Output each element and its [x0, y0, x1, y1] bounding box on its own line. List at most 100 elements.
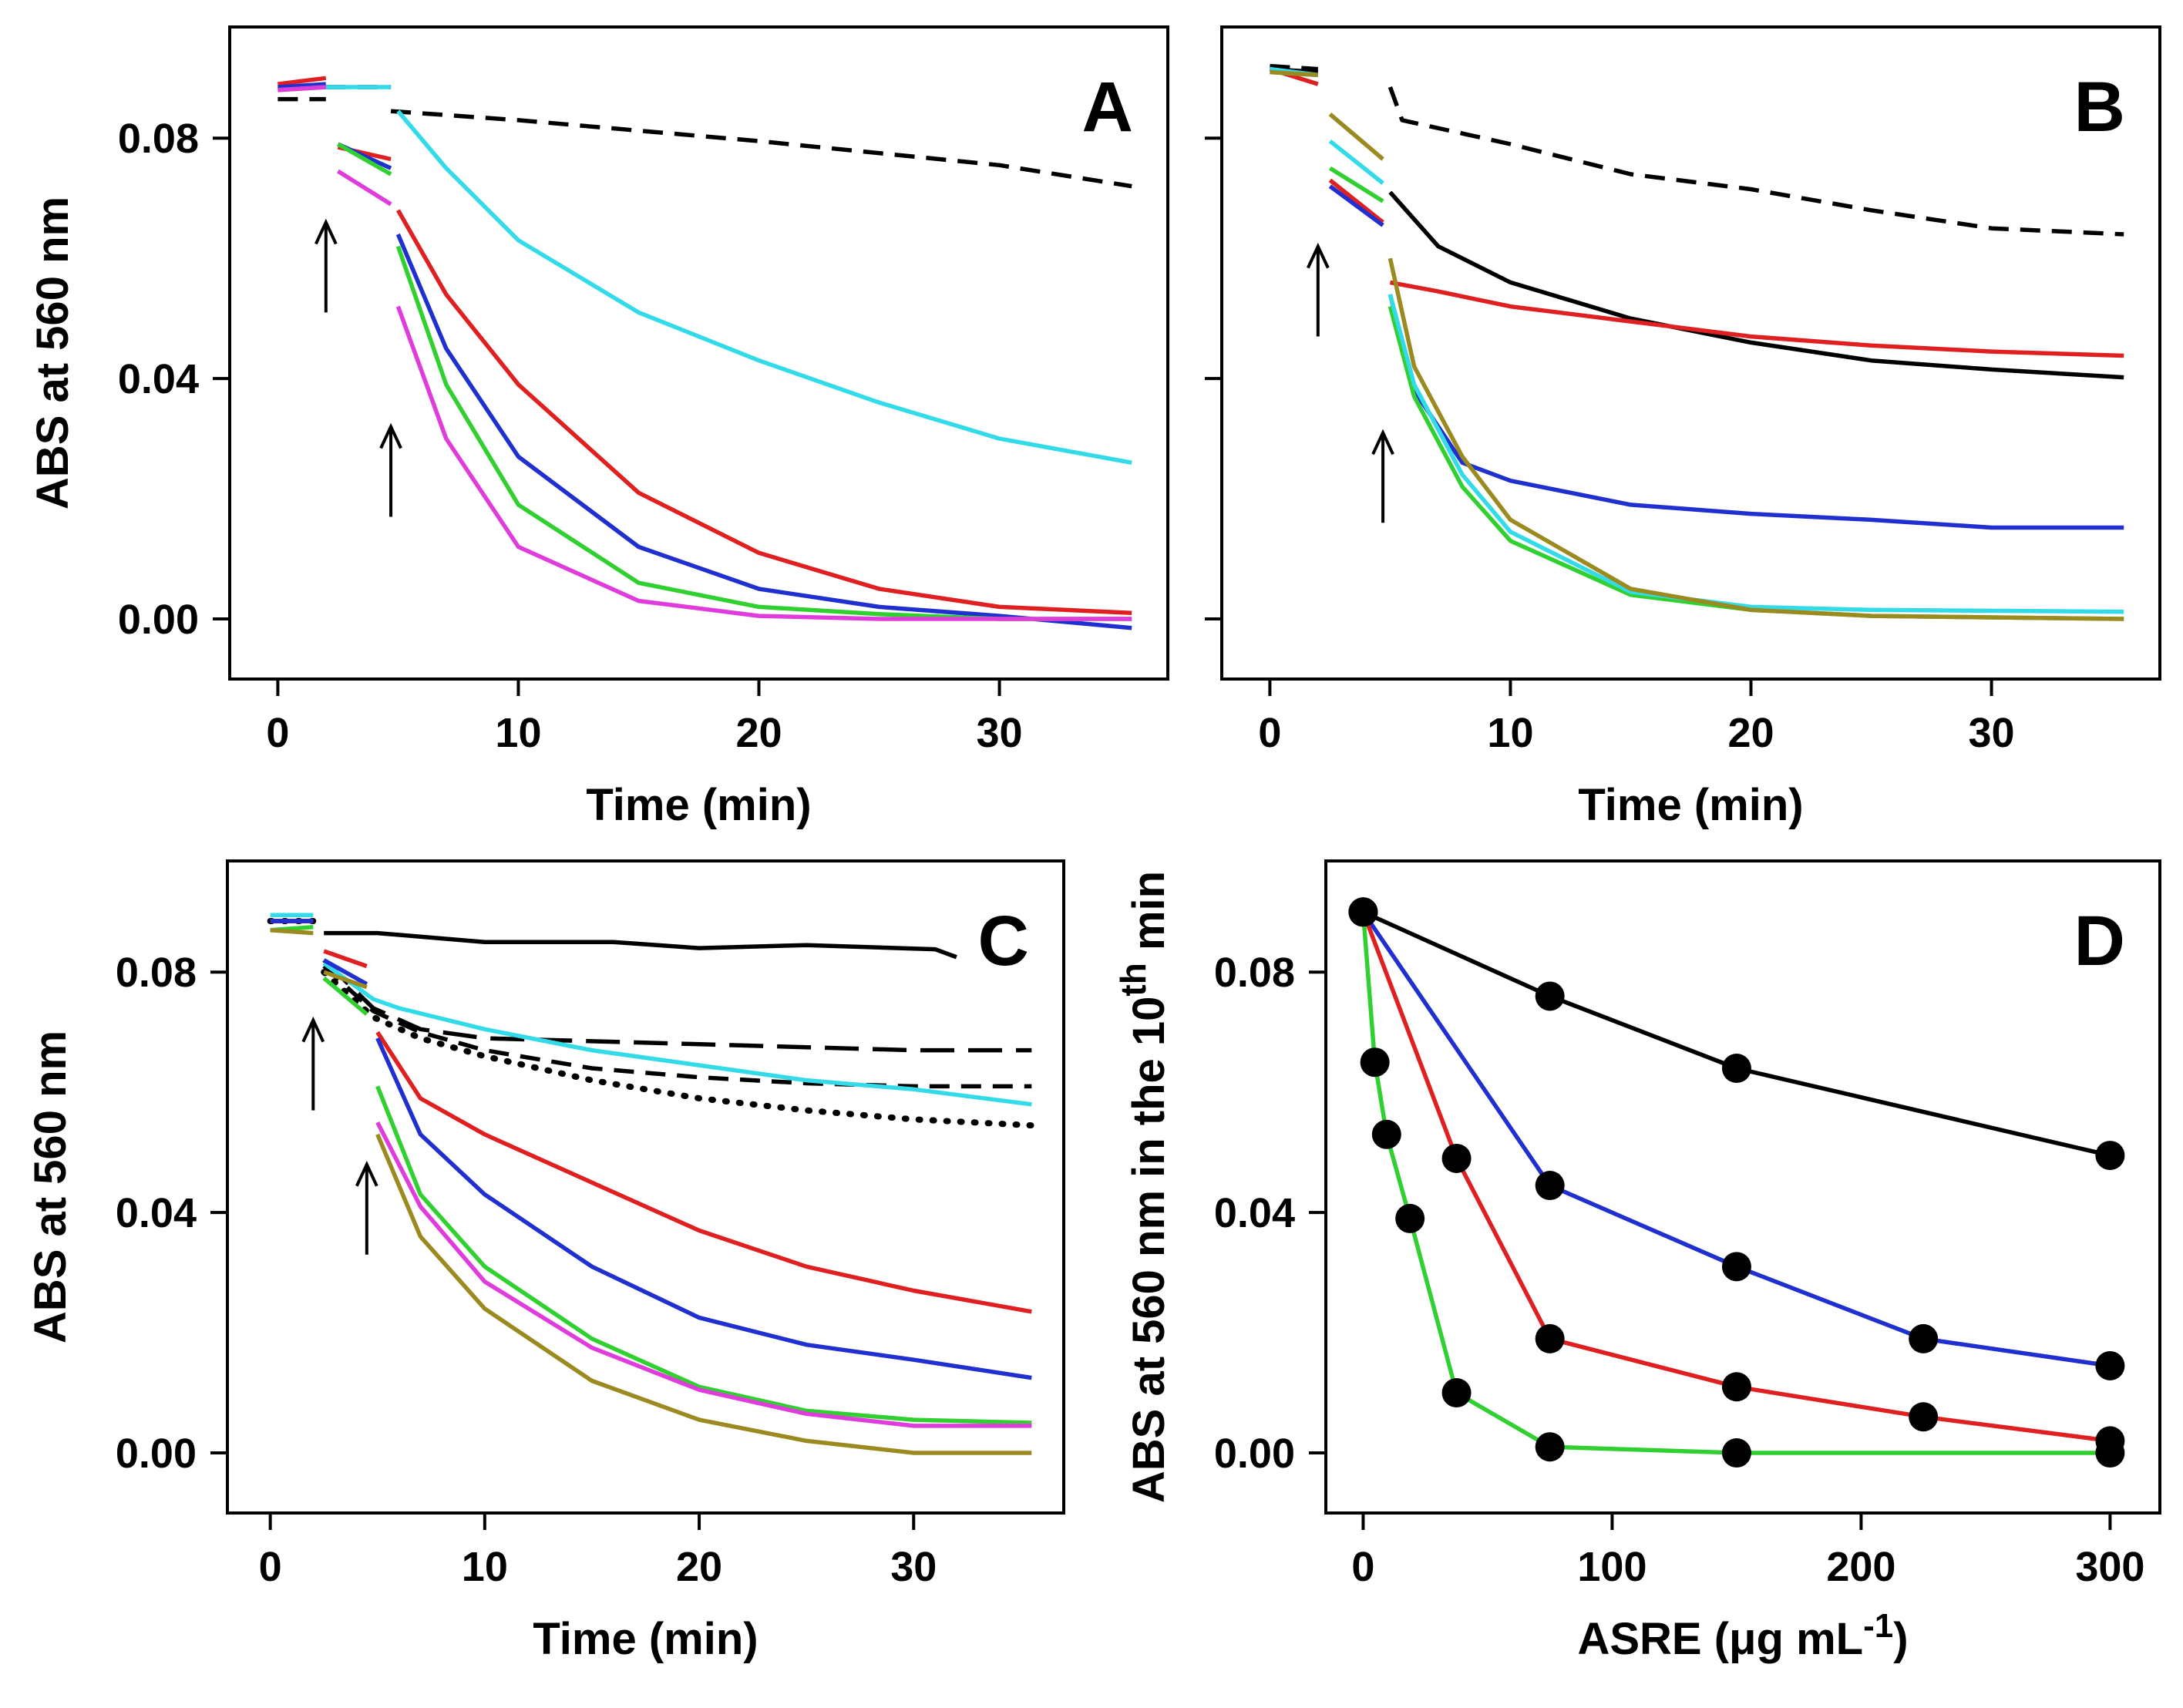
data-point-blue: [1535, 1171, 1565, 1201]
x-tick-label: 10: [1487, 710, 1533, 756]
x-tick-label: 200: [1826, 1544, 1895, 1590]
series-line-red: [375, 1031, 1032, 1314]
x-tick-label: 30: [890, 1544, 937, 1590]
series-line-control-dashed: [390, 109, 1132, 189]
y-tick-label: 0.00: [116, 1431, 197, 1477]
plot-frame: [226, 859, 1065, 1515]
arrow-marker: [355, 1161, 378, 1255]
data-point-black: [2095, 1141, 2125, 1171]
x-axis-label: Time (min): [1578, 780, 1803, 830]
y-tick-label: 0.04: [118, 356, 199, 402]
y-tick-label: 0.08: [116, 950, 197, 996]
data-point-green: [2095, 1438, 2125, 1468]
panel-letter: D: [2074, 902, 2125, 980]
x-tick-label: 20: [735, 710, 782, 756]
series-line-olive: [1328, 113, 1384, 161]
series-line-black-solid: [324, 930, 957, 960]
x-tick-label: 0: [259, 1544, 282, 1590]
plot-frame: [228, 25, 1169, 681]
panel-D: 0 100 200 300 0.00 0.04 0.08 ASRE (μg mL-1) ABS …: [1113, 859, 2161, 1664]
x-tick-label: 30: [1969, 710, 2015, 756]
series-line-red: [1361, 911, 2111, 1444]
arrow-marker: [379, 422, 402, 517]
data-point-black: [1535, 981, 1565, 1011]
data-point-red: [1909, 1402, 1939, 1432]
panel-letter: C: [978, 902, 1029, 980]
series-line-control-dashed: [1388, 86, 2124, 237]
arrow-marker: [1371, 429, 1394, 523]
series-line-control-dashed: [1270, 63, 1318, 72]
panel-C: 0 10 20 30 0.00 0.04 0.08 Time (min) ABS at 560 …: [25, 859, 1065, 1664]
series-line-olive: [1270, 69, 1318, 78]
series-line-magenta: [336, 169, 392, 207]
y-tick-label: 0.00: [1214, 1431, 1295, 1477]
series-line-blue: [1328, 184, 1384, 227]
series-line-magenta: [278, 85, 326, 92]
series-line-blue: [278, 82, 326, 89]
data-point-black: [1721, 1054, 1751, 1084]
series-line-cyan: [322, 961, 1032, 1107]
plot-frame: [1220, 25, 2161, 681]
arrow-marker: [1307, 242, 1330, 337]
series-line-olive: [1388, 257, 2124, 621]
x-tick-label: 10: [462, 1544, 508, 1590]
series-line-green: [337, 142, 392, 177]
x-tick-label: 0: [266, 710, 289, 756]
series-line-cyan: [1388, 294, 2124, 614]
y-tick-label: 0.08: [1214, 950, 1295, 996]
series-line-red: [1389, 280, 2124, 358]
data-point-blue: [1721, 1252, 1751, 1282]
arrow-marker: [314, 218, 338, 313]
series-line-magenta: [375, 1121, 1032, 1428]
y-tick-label: 0.08: [118, 116, 199, 162]
series-line-black: [1362, 909, 2111, 1158]
series-line-magenta: [395, 305, 1132, 621]
series-line-red: [278, 76, 327, 86]
series-line-black-dashed: [322, 964, 1032, 1089]
series-line-red: [396, 209, 1132, 615]
data-point-green: [1360, 1047, 1390, 1078]
x-tick-label: 100: [1577, 1544, 1646, 1590]
data-point-red: [1535, 1323, 1565, 1353]
series-line-red: [1328, 178, 1384, 224]
series-line-black-dotted: [321, 969, 1035, 1129]
series-line-green: [375, 1085, 1032, 1425]
series-line-olive: [375, 1133, 1032, 1455]
data-point-green: [1441, 1378, 1472, 1408]
data-point-green: [1371, 1119, 1401, 1149]
data-point-green: [1348, 897, 1378, 927]
data-point-green: [1395, 1203, 1425, 1233]
series-line-black-longdash: [322, 958, 1032, 1053]
y-tick-label: 0.00: [118, 597, 199, 643]
data-point-green: [1721, 1438, 1751, 1468]
data-point-blue: [1909, 1323, 1939, 1353]
x-tick-label: 20: [1727, 710, 1774, 756]
x-axis-label: Time (min): [533, 1614, 758, 1664]
x-tick-label: 20: [676, 1544, 722, 1590]
x-tick-label: 0: [1258, 710, 1281, 756]
panel-letter: A: [1082, 68, 1133, 146]
series-line-blue: [375, 1037, 1032, 1380]
series-line-green: [1328, 166, 1384, 203]
series-line-green: [322, 976, 368, 1016]
x-tick-label: 10: [495, 710, 541, 756]
series-line-green: [1361, 912, 2111, 1455]
data-point-red: [1441, 1143, 1472, 1173]
x-axis-label: Time (min): [586, 780, 811, 830]
series-line-green: [395, 245, 1132, 621]
data-point-blue: [2095, 1350, 2125, 1380]
series-line-red: [323, 949, 368, 969]
y-tick-label: 0.04: [116, 1190, 197, 1236]
arrow-marker: [301, 1016, 325, 1111]
panel-letter: B: [2074, 68, 2125, 146]
series-line-black: [1388, 190, 2124, 380]
series-line-blue: [322, 958, 368, 987]
data-point-green: [1535, 1432, 1565, 1462]
x-tick-label: 30: [977, 710, 1023, 756]
y-tick-label: 0.04: [1214, 1190, 1295, 1236]
y-axis-label: ABS at 560 nm: [25, 1031, 76, 1343]
series-line-cyan: [396, 109, 1132, 466]
x-tick-label: 0: [1351, 1544, 1374, 1590]
series-line-olive: [270, 927, 314, 936]
data-point-red: [1721, 1372, 1751, 1402]
